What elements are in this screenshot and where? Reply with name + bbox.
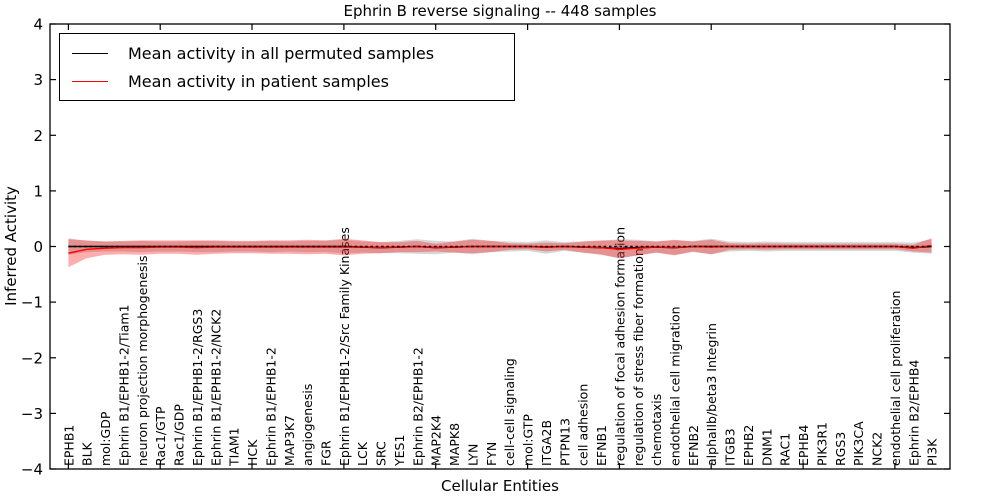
x-category-label: Ephrin B1/EPHB1-2/RGS3 — [190, 309, 205, 466]
permuted-std-band — [68, 238, 932, 259]
x-category-label: EPHB1 — [61, 425, 76, 466]
legend-item-permuted: Mean activity in all permuted samples — [72, 39, 502, 67]
x-category-label: endothelial cell proliferation — [888, 291, 903, 466]
x-category-label: NCK2 — [870, 432, 885, 466]
legend-label-permuted: Mean activity in all permuted samples — [128, 43, 435, 63]
x-category-label: RGS3 — [833, 432, 848, 466]
y-tick-label: 0 — [33, 238, 43, 256]
x-category-label: ITGA2B — [539, 420, 554, 466]
x-category-label: ITGB3 — [723, 428, 738, 466]
x-category-label: Ephrin B1/EPHB1-2/NCK2 — [208, 309, 223, 466]
x-category-label: YES1 — [392, 435, 407, 467]
x-category-labels: EPHB1 BLK mol:GDP Ephrin B1/EPHB1-2/Tiam1 ne… — [61, 227, 939, 467]
y-tick-label: −2 — [21, 349, 43, 367]
y-tick-labels: 4 3 2 1 0 −1 −2 −3 −4 — [21, 16, 43, 479]
legend-item-patient: Mean activity in patient samples — [72, 67, 502, 95]
x-category-label: Ephrin B1/EPHB1-2/Src Family Kinases — [337, 227, 352, 466]
x-category-label: Ephrin B1/EPHB1-2 — [263, 347, 278, 466]
patient-std-band — [68, 238, 932, 268]
x-category-label: EPHB2 — [741, 425, 756, 466]
x-category-label: regulation of stress fiber formation — [631, 248, 646, 466]
x-category-label: angiogenesis — [300, 384, 315, 466]
x-category-label: Ephrin B1/EPHB1-2/Tiam1 — [117, 304, 132, 466]
x-category-label: chemotaxis — [649, 394, 664, 466]
x-category-label: PI3K — [925, 438, 940, 466]
x-category-label: RAC1 — [778, 433, 793, 466]
x-category-label: endothelial cell migration — [668, 306, 683, 466]
x-category-label: SRC — [374, 441, 389, 466]
y-tick-label: −3 — [21, 405, 43, 423]
patient-line-swatch — [72, 80, 108, 82]
y-tick-label: 1 — [33, 182, 43, 200]
x-category-label: mol:GTP — [521, 414, 536, 466]
x-category-label: EFNB1 — [594, 425, 609, 466]
x-category-label: EPHB4 — [796, 425, 811, 466]
x-category-label: cell-cell signaling — [502, 358, 517, 466]
y-tick-label: 3 — [33, 71, 43, 89]
x-category-label: DNM1 — [759, 428, 774, 466]
x-category-label: Rac1/GDP — [172, 404, 187, 466]
x-category-label: alphaIIb/beta3 Integrin — [704, 323, 719, 466]
x-category-label: neuron projection morphogenesis — [135, 255, 150, 466]
x-category-label: Rac1/GTP — [153, 406, 168, 466]
chart-title: Ephrin B reverse signaling -- 448 sample… — [343, 2, 657, 20]
x-category-label: TIAM1 — [227, 427, 242, 467]
x-category-label: BLK — [80, 441, 95, 466]
x-category-label: LCK — [355, 441, 370, 466]
legend-label-patient: Mean activity in patient samples — [128, 71, 389, 91]
x-category-label: FYN — [484, 442, 499, 466]
x-axis-ticks — [67, 24, 896, 469]
x-category-label: regulation of focal adhesion formation — [612, 227, 627, 466]
y-axis-ticks — [50, 23, 950, 470]
x-axis-label: Cellular Entities — [441, 477, 559, 495]
x-category-label: MAPK8 — [447, 423, 462, 466]
legend: Mean activity in all permuted samples Me… — [59, 33, 515, 101]
x-category-label: LYN — [465, 444, 480, 466]
y-tick-label: −1 — [21, 294, 43, 312]
x-category-label: PTPN13 — [557, 418, 572, 466]
x-category-label: mol:GDP — [98, 411, 113, 466]
y-tick-label: 4 — [33, 16, 43, 34]
x-category-label: Ephrin B2/EPHB1-2 — [410, 347, 425, 466]
x-category-label: cell adhesion — [576, 384, 591, 466]
permuted-line-swatch — [72, 52, 108, 54]
x-category-label: PIK3R1 — [814, 422, 829, 466]
x-category-label: MAP2K4 — [429, 415, 444, 466]
y-tick-label: −4 — [21, 461, 43, 479]
x-category-label: Ephrin B2/EPHB4 — [906, 360, 921, 466]
x-category-label: FGR — [319, 440, 334, 466]
y-tick-label: 2 — [33, 127, 43, 145]
x-category-label: MAP3K7 — [282, 415, 297, 466]
x-category-label: EFNB2 — [686, 425, 701, 466]
x-category-label: HCK — [245, 439, 260, 466]
x-category-label: PIK3CA — [851, 421, 866, 466]
